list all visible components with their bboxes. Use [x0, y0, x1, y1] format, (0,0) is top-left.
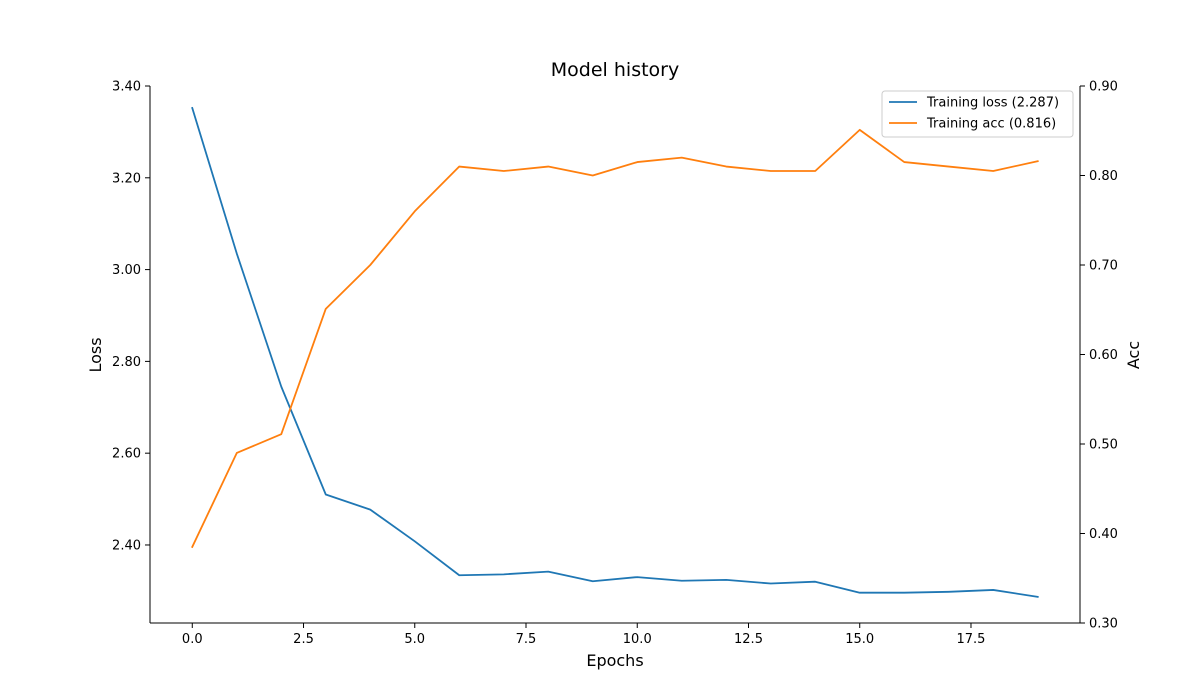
y-right-tick-label: 0.50 [1089, 438, 1118, 453]
legend: Training loss (2.287) Training acc (0.816… [881, 90, 1074, 138]
y-right-tick-label: 0.60 [1089, 348, 1118, 363]
x-tick-label: 10.0 [623, 632, 652, 647]
x-axis-title: Epochs [586, 651, 643, 670]
y-left-tick-label: 2.60 [112, 447, 141, 462]
y-axis-left-title: Loss [86, 337, 105, 372]
legend-label: Training loss (2.287) [926, 96, 1059, 111]
series-layer [191, 106, 1039, 598]
y-left-tick-label: 3.20 [112, 171, 141, 186]
x-tick-label: 12.5 [734, 632, 763, 647]
y-right-tick-label: 0.80 [1089, 169, 1118, 184]
x-tick-label: 2.5 [293, 632, 314, 647]
series-line-loss [191, 106, 1039, 598]
y-right-tick-label: 0.40 [1089, 527, 1118, 542]
chart-title: Model history [551, 59, 679, 81]
y-axis-right-title: Acc [1124, 341, 1143, 369]
legend-label: Training acc (0.816) [926, 117, 1056, 132]
y-right-tick-label: 0.30 [1089, 617, 1118, 632]
y-left-tick-label: 2.40 [112, 538, 141, 553]
y-right-tick-label: 0.70 [1089, 259, 1118, 274]
legend-frame [881, 90, 1074, 138]
y-left-tick-label: 3.40 [112, 80, 141, 95]
y-left-tick-label: 3.00 [112, 263, 141, 278]
series-line-acc [191, 128, 1039, 549]
x-tick-label: 15.0 [845, 632, 874, 647]
x-tick-label: 7.5 [516, 632, 537, 647]
y-left-tick-label: 2.80 [112, 355, 141, 370]
x-tick-label: 0.0 [182, 632, 203, 647]
y-right-tick-label: 0.90 [1089, 80, 1118, 95]
x-tick-label: 5.0 [404, 632, 425, 647]
axes-group: 0.0 2.5 5.0 7.5 10.0 12.5 15.0 17.5 2.40 2.60 2.80… [112, 80, 1118, 648]
x-tick-label: 17.5 [957, 632, 986, 647]
